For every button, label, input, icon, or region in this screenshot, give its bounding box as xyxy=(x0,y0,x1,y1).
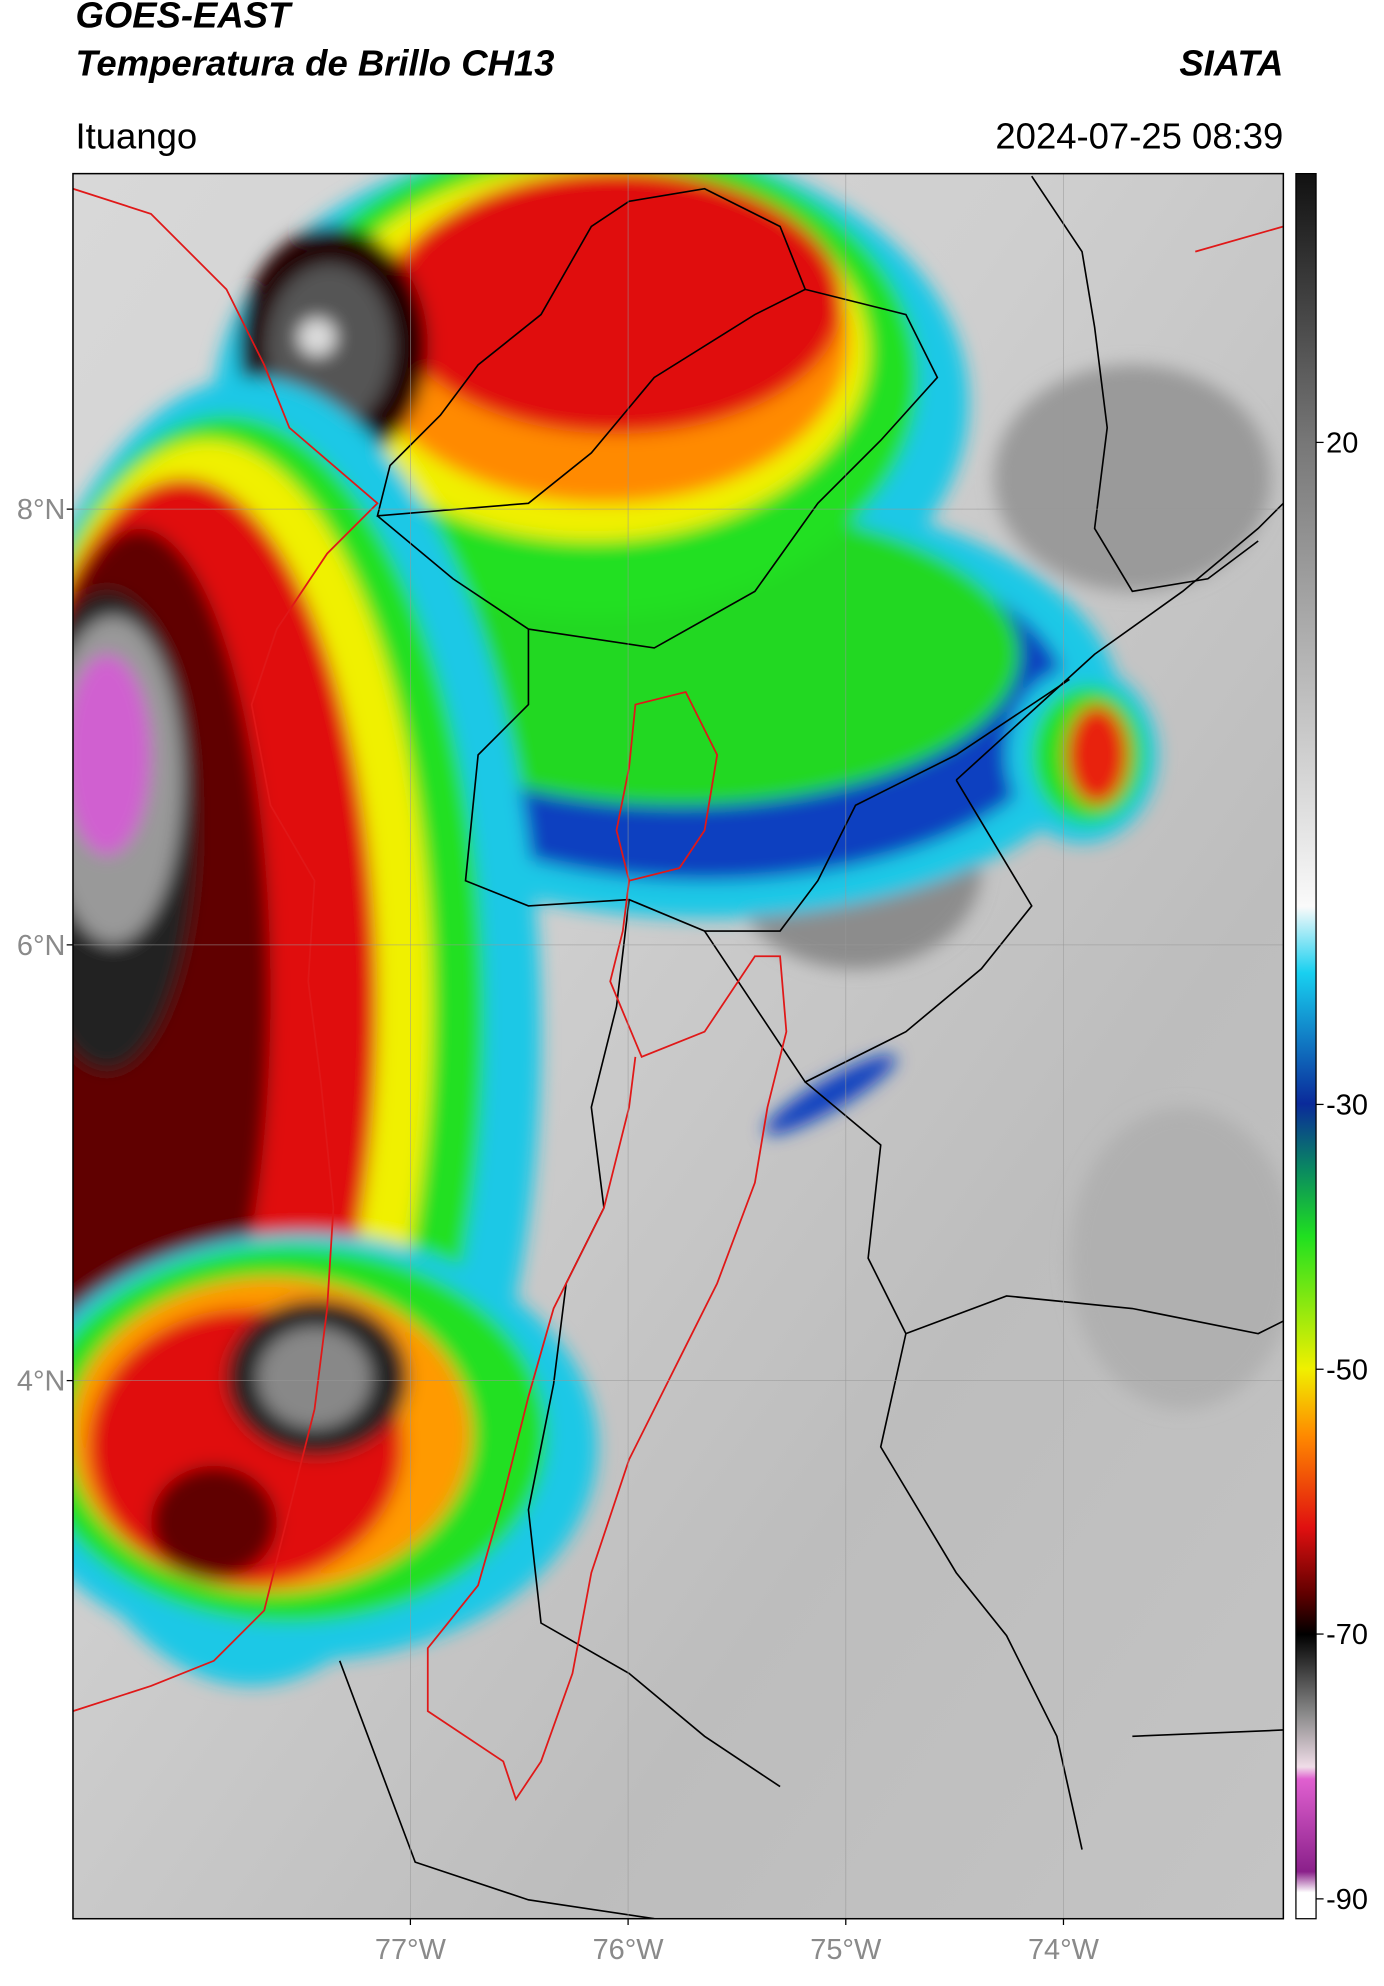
subtitle: Temperatura de Brillo CH13 xyxy=(75,42,554,83)
lon-label: 76°W xyxy=(593,1934,665,1966)
lon-label: 75°W xyxy=(810,1934,882,1966)
lat-label: 8°N xyxy=(17,494,66,526)
colorbar xyxy=(1295,172,1317,1920)
lon-label: 77°W xyxy=(375,1934,447,1966)
satellite-image xyxy=(72,173,1284,1919)
location: Ituango xyxy=(75,115,197,156)
lon-label: 74°W xyxy=(1028,1934,1100,1966)
datetime: 2024-07-25 08:39 xyxy=(995,115,1283,156)
colorbar-label: -90 xyxy=(1326,1884,1368,1916)
lat-label: 6°N xyxy=(17,930,66,962)
agency: SIATA xyxy=(1179,42,1283,83)
map-frame xyxy=(72,172,1285,1920)
colorbar-label: -70 xyxy=(1326,1619,1368,1651)
colorbar-label: -30 xyxy=(1326,1089,1368,1121)
colorbar-label: -50 xyxy=(1326,1354,1368,1386)
title: GOES-EAST xyxy=(75,0,293,36)
lat-label: 4°N xyxy=(17,1366,66,1398)
colorbar-label: 20 xyxy=(1326,427,1358,459)
